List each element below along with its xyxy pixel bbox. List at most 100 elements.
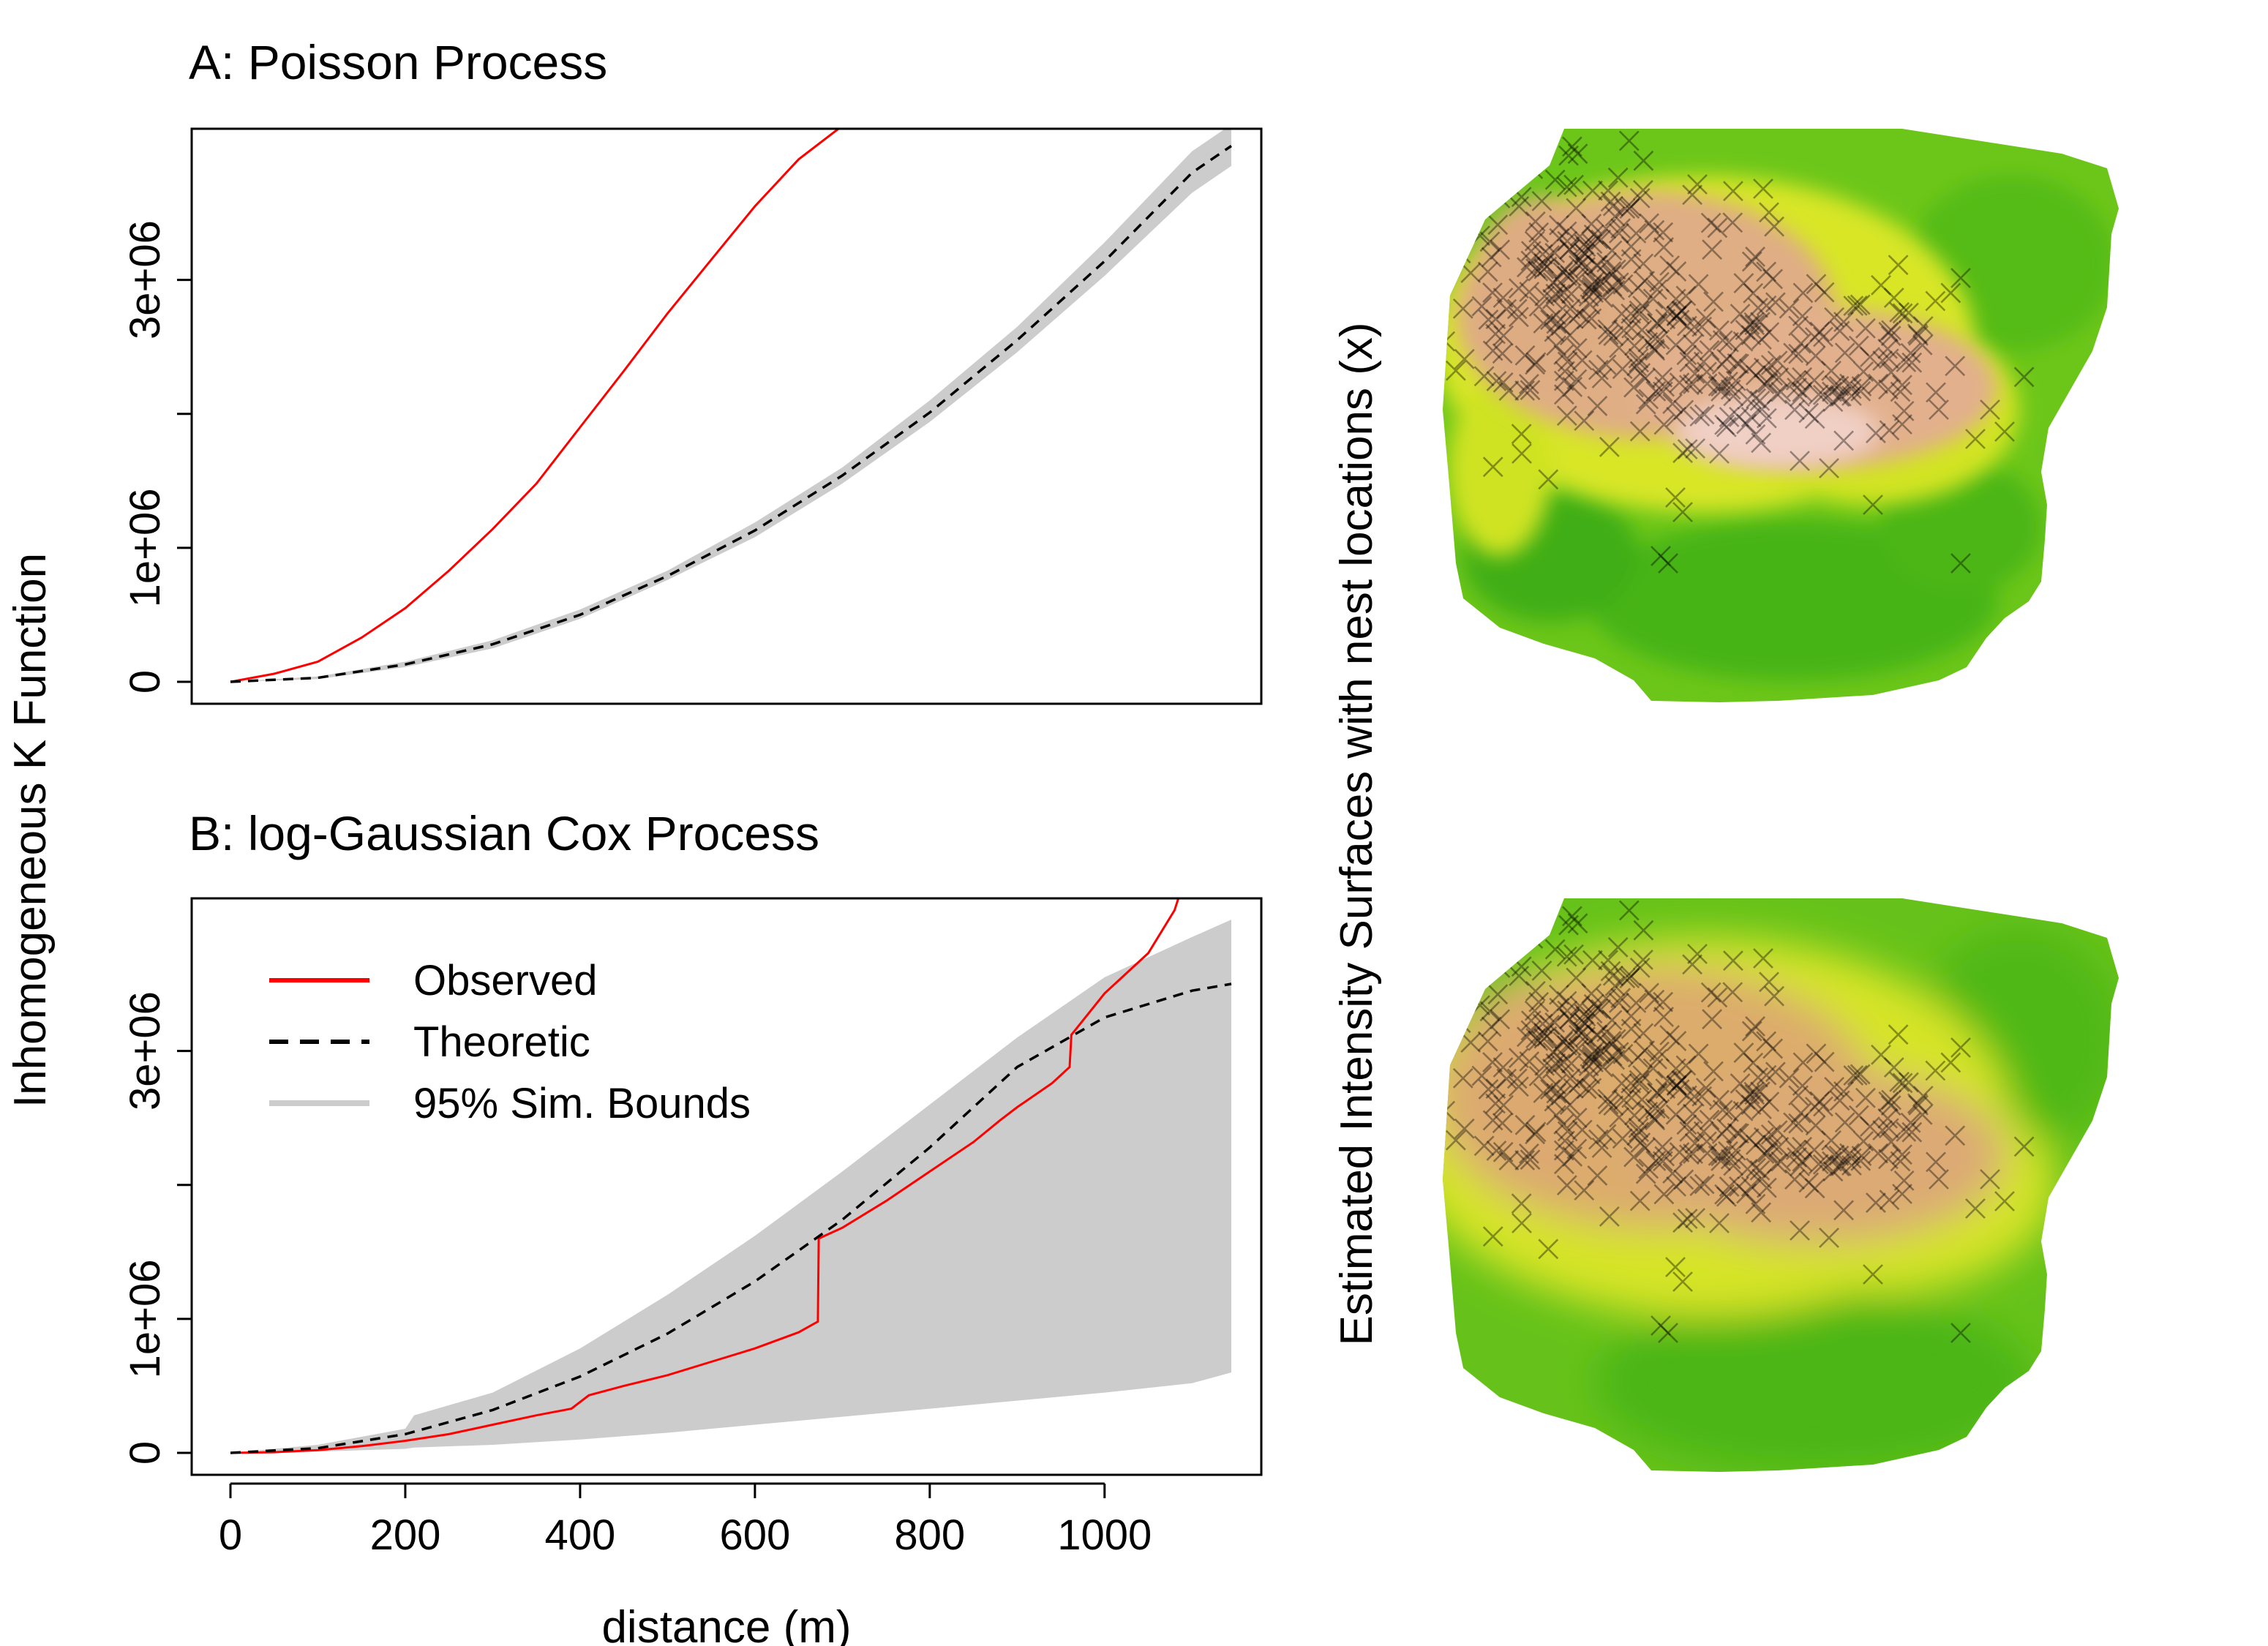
- nest-location-x: [1619, 198, 1640, 219]
- nest-location-x: [1677, 1209, 1698, 1230]
- nest-location-x: [1744, 1084, 1765, 1105]
- nest-location-x: [1703, 291, 1724, 312]
- nest-location-x: [1893, 400, 1915, 421]
- nest-location-x: [1576, 309, 1597, 330]
- nest-location-x: [1599, 437, 1620, 457]
- nest-location-x: [1629, 304, 1650, 325]
- nest-location-x: [1630, 363, 1651, 383]
- nest-location-x: [1792, 1151, 1813, 1172]
- nest-location-x: [1492, 343, 1513, 364]
- nest-location-x: [1546, 1074, 1567, 1095]
- nest-location-x: [1805, 1115, 1826, 1136]
- nest-location-x: [1553, 282, 1574, 303]
- nest-location-x: [1834, 342, 1855, 364]
- nest-location-x: [1645, 1110, 1666, 1131]
- nest-location-x: [1730, 304, 1751, 324]
- nest-location-x: [1676, 315, 1697, 337]
- nest-location-x: [1682, 954, 1703, 975]
- nest-location-x: [1553, 1114, 1574, 1135]
- nest-location-x: [1553, 384, 1574, 405]
- nest-location-x: [1672, 1070, 1693, 1091]
- nest-location-x: [1850, 1064, 1871, 1085]
- nest-location-x: [1741, 1176, 1762, 1197]
- nest-location-x: [1487, 214, 1509, 236]
- nest-location-x: [1892, 375, 1912, 396]
- nest-location-x: [1659, 255, 1681, 276]
- nest-location-x: [1727, 353, 1748, 374]
- nest-location-x: [1683, 1143, 1703, 1165]
- nest-location-x: [1720, 379, 1741, 400]
- nest-location-x: [1756, 295, 1777, 316]
- nest-location-x: [1646, 1082, 1667, 1103]
- nest-location-x: [1532, 244, 1553, 265]
- intensity-map-lgcp: [1443, 898, 2119, 1472]
- nest-location-x: [1524, 230, 1545, 252]
- nest-location-x: [1546, 1083, 1567, 1104]
- nest-location-x: [1753, 1127, 1774, 1148]
- nest-location-x: [1719, 331, 1739, 353]
- nest-location-x: [1454, 1118, 1475, 1139]
- nest-location-x: [1678, 375, 1700, 396]
- nest-location-x: [1696, 1131, 1717, 1152]
- nest-location-x: [1542, 1058, 1563, 1079]
- nest-location-x: [1898, 1072, 1919, 1093]
- nest-location-x: [1557, 1121, 1578, 1142]
- legend-label-theoretic: Theoretic: [413, 1018, 590, 1066]
- nest-location-x: [1588, 228, 1609, 249]
- nest-location-x: [1654, 376, 1675, 397]
- nest-location-x: [1460, 173, 1482, 193]
- nest-location-x: [1855, 317, 1876, 339]
- nest-location-x: [1522, 158, 1544, 179]
- nest-location-x: [1880, 1132, 1901, 1152]
- nest-location-x: [1665, 288, 1686, 309]
- nest-location-x: [1744, 315, 1765, 336]
- nest-location-x: [1684, 1132, 1705, 1154]
- nest-location-x: [1753, 357, 1774, 378]
- nest-locations-poisson: [1443, 130, 2035, 574]
- nest-location-x: [1812, 1154, 1833, 1175]
- nest-location-x: [1652, 1151, 1673, 1172]
- panel-b-y-tick-label: 3e+06: [121, 991, 169, 1111]
- nest-location-x: [1804, 1178, 1825, 1199]
- nest-location-x: [1508, 1048, 1529, 1069]
- nest-location-x: [1672, 300, 1693, 321]
- nest-location-x: [1587, 1025, 1608, 1045]
- nest-location-x: [1908, 1094, 1929, 1116]
- nest-location-x: [1604, 975, 1626, 996]
- nest-location-x: [1572, 350, 1593, 371]
- nest-location-x: [1743, 312, 1765, 333]
- nest-location-x: [1697, 1143, 1718, 1164]
- nest-location-x: [1582, 1003, 1603, 1024]
- nest-location-x: [1649, 271, 1670, 293]
- nest-location-x: [1675, 1055, 1697, 1076]
- nest-location-x: [1766, 1153, 1787, 1174]
- nest-location-x: [1824, 1076, 1845, 1097]
- nest-location-x: [1881, 320, 1901, 341]
- nest-location-x: [1557, 266, 1577, 287]
- nest-location-x: [1514, 345, 1536, 366]
- nest-location-x: [1486, 1140, 1507, 1161]
- panel-a-y-tick-label: 0: [121, 670, 169, 694]
- nest-location-x: [1563, 944, 1584, 965]
- nest-location-x: [1730, 1073, 1751, 1094]
- nest-location-x: [1649, 1041, 1670, 1062]
- nest-location-x: [1566, 1108, 1588, 1129]
- nest-location-x: [1671, 301, 1691, 322]
- nest-location-x: [1666, 1176, 1686, 1197]
- nest-location-x: [1647, 279, 1667, 300]
- nest-location-x: [1584, 1041, 1605, 1061]
- nest-location-x: [1538, 469, 1559, 490]
- nest-location-x: [1626, 1125, 1648, 1146]
- nest-location-x: [1627, 277, 1648, 298]
- nest-location-x: [1528, 222, 1550, 243]
- nest-location-x: [1487, 984, 1509, 1005]
- nest-location-x: [1612, 1128, 1633, 1149]
- nest-location-x: [1605, 1029, 1626, 1050]
- nest-location-x: [1912, 316, 1934, 337]
- nest-location-x: [1609, 1107, 1629, 1128]
- nest-location-x: [1669, 309, 1690, 331]
- nest-location-x: [1645, 1098, 1666, 1119]
- nest-location-x: [1621, 1018, 1642, 1040]
- nest-location-x: [1759, 1091, 1780, 1113]
- nest-location-x: [1569, 996, 1591, 1016]
